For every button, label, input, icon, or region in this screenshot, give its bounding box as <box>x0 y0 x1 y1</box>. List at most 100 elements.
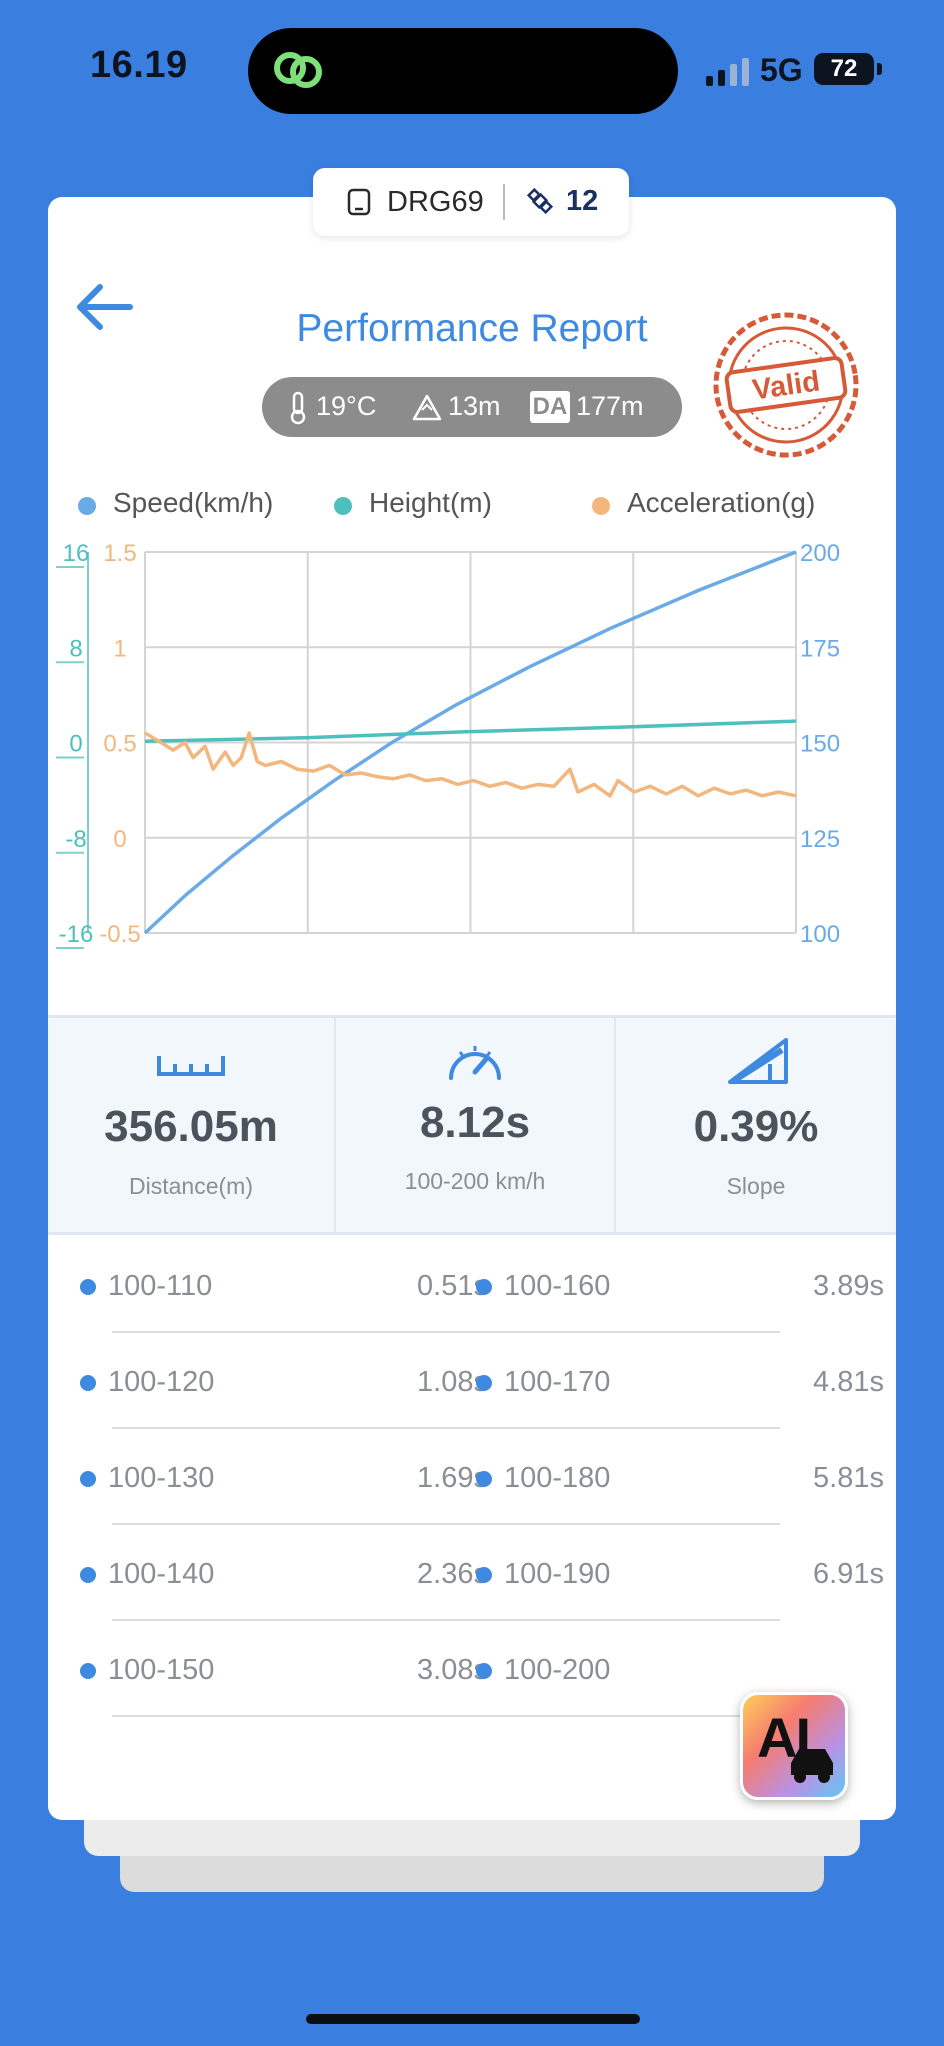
chip-divider <box>503 184 505 220</box>
accel-tick-label: 0 <box>113 826 126 853</box>
accel-tick-label: 1 <box>113 635 126 662</box>
ai-assistant-button[interactable]: AI <box>740 1692 848 1800</box>
split-dot <box>80 1567 96 1583</box>
status-time: 16.19 <box>90 44 188 86</box>
split-range: 100-180 <box>504 1462 611 1494</box>
temperature-value: 19°C <box>316 391 377 421</box>
split-range: 100-140 <box>108 1558 215 1590</box>
report-card: Performance Report 19°C 13m DA 177m Vali… <box>48 197 896 1820</box>
split-dot <box>476 1471 492 1487</box>
legend-dot-speed <box>78 497 96 515</box>
thermometer-icon <box>290 391 306 425</box>
device-chip[interactable]: DRG69 12 <box>313 168 629 236</box>
row-divider <box>112 1523 780 1525</box>
link-app-icon <box>274 52 322 88</box>
speedometer-icon <box>449 1046 501 1080</box>
split-time: 1.08s <box>417 1366 488 1398</box>
split-time: 1.69s <box>417 1462 488 1494</box>
stat-divider <box>334 1018 336 1232</box>
height-tick-label: 8 <box>69 635 82 662</box>
splits-table: 100-110 0.51s 100-160 3.89s 100-120 1.08… <box>48 1237 896 1797</box>
legend-dot-acceleration <box>592 497 610 515</box>
legend-height: Height(m) <box>369 487 492 518</box>
satellite-count: 12 <box>566 185 599 217</box>
accel-tick-label: 0.5 <box>103 731 136 758</box>
back-arrow-icon[interactable] <box>72 281 134 333</box>
car-icon <box>791 1749 833 1783</box>
battery-icon: 72 <box>814 53 874 85</box>
conditions-pill: 19°C 13m DA 177m <box>262 377 682 437</box>
split-time: 0.51s <box>417 1270 488 1302</box>
network-type: 5G <box>760 52 803 88</box>
device-icon <box>347 188 371 216</box>
split-range: 100-120 <box>108 1366 215 1398</box>
height-tick-label: 0 <box>69 731 82 758</box>
row-divider <box>112 1715 780 1717</box>
slope-value: 0.39% <box>693 1102 819 1151</box>
row-divider <box>112 1331 780 1333</box>
device-name: DRG69 <box>387 186 484 218</box>
table-row: 100-120 1.08s 100-170 4.81s <box>48 1333 896 1429</box>
legend-speed: Speed(km/h) <box>113 487 274 518</box>
split-range: 100-130 <box>108 1462 215 1494</box>
accel-tick-label: -0.5 <box>99 921 140 948</box>
speed-tick-label: 200 <box>800 542 840 567</box>
dynamic-island <box>248 28 678 114</box>
speed-tick-label: 150 <box>800 731 840 758</box>
page-title: Performance Report <box>296 307 648 350</box>
height-tick-label: 16 <box>63 542 90 567</box>
speed-tick-label: 100 <box>800 921 840 948</box>
density-altitude-badge: DA <box>530 391 570 423</box>
stats-panel: 356.05m Distance(m) 8.12s 100-200 km/h 0… <box>48 1015 896 1235</box>
table-row: 100-150 3.08s 100-200 <box>48 1621 896 1717</box>
valid-stamp-icon: Valid <box>713 312 859 458</box>
split-time: 2.36s <box>417 1558 488 1590</box>
split-dot <box>476 1567 492 1583</box>
table-row: 100-140 2.36s 100-190 6.91s <box>48 1525 896 1621</box>
split-time: 3.08s <box>417 1654 488 1686</box>
table-row: 100-110 0.51s 100-160 3.89s <box>48 1237 896 1333</box>
split-range: 100-110 <box>108 1270 213 1302</box>
distance-label: Distance(m) <box>129 1173 253 1199</box>
stat-distance: 356.05m Distance(m) <box>48 1018 334 1232</box>
satellite-icon <box>526 187 554 215</box>
time-value: 8.12s <box>419 1098 531 1147</box>
speed-tick-label: 175 <box>800 635 840 662</box>
split-dot <box>476 1375 492 1391</box>
battery-cap <box>877 63 882 75</box>
series-line-accel <box>144 731 797 798</box>
mountain-icon <box>412 394 442 421</box>
split-dot <box>80 1279 96 1295</box>
split-dot <box>80 1663 96 1679</box>
stat-time: 8.12s 100-200 km/h <box>336 1018 614 1232</box>
altitude-value: 13m <box>448 391 501 421</box>
split-dot <box>80 1471 96 1487</box>
split-dot <box>476 1279 492 1295</box>
row-divider <box>112 1619 780 1621</box>
signal-icon <box>706 58 749 86</box>
split-range: 100-200 <box>504 1654 611 1686</box>
split-time: 5.81s <box>813 1462 884 1494</box>
accel-tick-label: 1.5 <box>103 542 136 567</box>
time-label: 100-200 km/h <box>404 1168 546 1194</box>
speed-tick-label: 125 <box>800 826 840 853</box>
legend-acceleration: Acceleration(g) <box>627 487 816 518</box>
split-range: 100-190 <box>504 1558 611 1590</box>
stat-divider <box>614 1018 616 1232</box>
legend-dot-height <box>334 497 352 515</box>
stat-slope: 0.39% Slope <box>616 1018 896 1232</box>
split-range: 100-150 <box>108 1654 215 1686</box>
ruler-icon <box>157 1056 225 1076</box>
distance-value: 356.05m <box>104 1102 278 1151</box>
series-line-speed <box>143 550 797 935</box>
density-altitude-value: 177m <box>576 391 644 421</box>
split-time: 3.89s <box>813 1270 884 1302</box>
split-time: 6.91s <box>813 1558 884 1590</box>
slope-label: Slope <box>726 1173 786 1199</box>
home-indicator <box>306 2014 640 2024</box>
slope-icon <box>728 1038 788 1085</box>
split-dot <box>80 1375 96 1391</box>
height-tick-label: -16 <box>59 921 94 948</box>
height-tick-label: -8 <box>65 826 86 853</box>
split-time: 4.81s <box>813 1366 884 1398</box>
